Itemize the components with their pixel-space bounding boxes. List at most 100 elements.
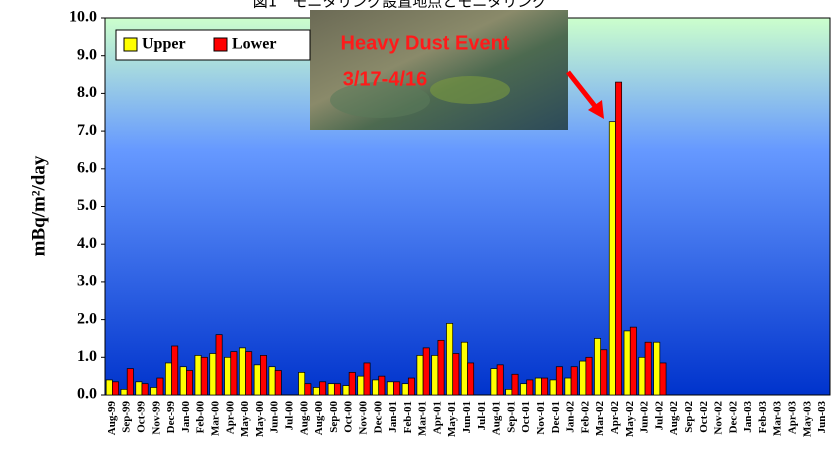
x-tick-label: Jul-01 [476, 401, 488, 430]
bar [491, 369, 497, 395]
x-tick-label: Jun-01 [461, 401, 473, 433]
bar [520, 384, 526, 395]
x-tick-label: May-00 [254, 401, 266, 438]
x-tick-label: Aug-00 [298, 401, 310, 436]
bar [275, 370, 281, 395]
x-tick-label: Oct-00 [343, 401, 355, 433]
x-tick-label: Sep-99 [121, 401, 133, 433]
bar [586, 357, 592, 395]
bar [260, 355, 266, 395]
bar [373, 380, 379, 395]
bar [313, 387, 319, 395]
bar [497, 365, 503, 395]
bar [461, 342, 467, 395]
y-tick-label: 0.0 [77, 386, 97, 403]
bar [231, 352, 237, 395]
bar [601, 350, 607, 395]
bar [358, 376, 364, 395]
bar [468, 363, 474, 395]
legend-label: Lower [232, 36, 276, 53]
bar [639, 357, 645, 395]
bar [165, 363, 171, 395]
bar [453, 354, 459, 395]
y-axis-label: mBq/m²/day [28, 155, 49, 256]
x-tick-label: Jan-01 [387, 401, 399, 433]
bar [527, 380, 533, 395]
x-tick-label: Feb-01 [402, 401, 414, 433]
bar [423, 348, 429, 395]
bar [565, 378, 571, 395]
x-tick-label: Dec-01 [550, 401, 562, 433]
y-tick-label: 4.0 [77, 235, 97, 252]
bar [379, 376, 385, 395]
bar [112, 382, 118, 395]
bar [645, 342, 651, 395]
bar [654, 342, 660, 395]
bar [394, 382, 400, 395]
bar [195, 355, 201, 395]
x-tick-label: May-03 [801, 401, 813, 438]
annotation: Heavy Dust Event [341, 32, 510, 54]
bar [506, 389, 512, 395]
bar [172, 346, 178, 395]
bar [630, 327, 636, 395]
bar [624, 331, 630, 395]
y-tick-label: 6.0 [77, 159, 97, 176]
x-tick-label: Apr-02 [609, 401, 621, 435]
bar [432, 355, 438, 395]
bar [328, 384, 334, 395]
x-tick-label: Aug-01 [491, 401, 503, 435]
x-tick-label: Aug-00 [313, 401, 325, 436]
x-tick-label: Aug-02 [668, 401, 680, 436]
bar [438, 340, 444, 395]
chart-title: 図1 モニタリング設置地点とモニタリング [253, 0, 548, 11]
bar [594, 338, 600, 395]
bar [660, 363, 666, 395]
bar [550, 380, 556, 395]
x-tick-label: Dec-00 [372, 401, 384, 434]
bar [541, 378, 547, 395]
y-tick-label: 2.0 [77, 310, 97, 327]
x-tick-label: May-02 [624, 401, 636, 438]
y-tick-label: 10.0 [69, 9, 97, 26]
x-tick-label: Dec-02 [727, 401, 739, 434]
x-tick-label: Sep-01 [505, 401, 517, 433]
x-tick-label: Mar-01 [417, 401, 429, 436]
bar [364, 363, 370, 395]
bar [535, 378, 541, 395]
x-tick-label: Apr-00 [224, 401, 236, 435]
y-tick-label: 7.0 [77, 122, 97, 139]
x-tick-label: Jul-00 [283, 401, 295, 431]
bar [142, 384, 148, 395]
bar [417, 355, 423, 395]
bar [239, 348, 245, 395]
x-tick-label: May-01 [446, 401, 458, 437]
x-tick-label: Mar-02 [594, 401, 606, 437]
x-tick-label: Jan-02 [565, 401, 577, 433]
chart: 図1 モニタリング設置地点とモニタリング 0.01.02.03.04.05.06… [0, 0, 837, 457]
x-tick-label: Oct-99 [136, 401, 148, 433]
bar [225, 357, 231, 395]
x-tick-label: Jan-03 [742, 401, 754, 433]
bar [254, 365, 260, 395]
bar [246, 352, 252, 395]
bar [186, 370, 192, 395]
x-tick-label: Jun-02 [639, 401, 651, 434]
bar [349, 372, 355, 395]
bar [269, 367, 275, 395]
bar [408, 378, 414, 395]
bar [556, 367, 562, 395]
x-tick-label: Apr-03 [787, 401, 799, 435]
x-tick-label: Oct-01 [520, 401, 532, 433]
x-tick-label: Nov-02 [713, 401, 725, 435]
legend-label: Upper [142, 36, 186, 53]
x-tick-label: Nov-01 [535, 401, 547, 435]
bar [216, 335, 222, 395]
bar [136, 382, 142, 395]
x-tick-label: Jan-00 [180, 401, 192, 433]
y-tick-label: 5.0 [77, 197, 97, 214]
x-tick-label: May-00 [239, 401, 251, 438]
bar [387, 382, 393, 395]
bar [609, 122, 615, 395]
bar [106, 380, 112, 395]
